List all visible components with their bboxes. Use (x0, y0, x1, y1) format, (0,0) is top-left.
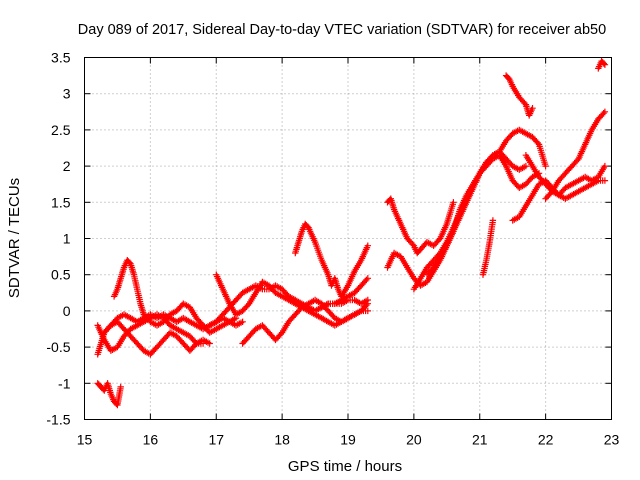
y-tick-label: 2.5 (51, 122, 71, 138)
y-tick-label: -1 (58, 375, 71, 391)
data-markers (318, 275, 371, 311)
x-tick-label: 18 (274, 432, 290, 448)
series-track-3 (94, 380, 124, 409)
series-track-8 (239, 296, 371, 347)
series-track-15 (479, 217, 497, 278)
y-tick-label: -0.5 (46, 339, 70, 355)
y-tick-label: 3.5 (51, 50, 71, 66)
x-tick-label: 17 (208, 432, 224, 448)
x-tick-label: 21 (472, 432, 488, 448)
marks-layer (94, 57, 609, 409)
y-tick-label: 0 (63, 303, 71, 319)
data-markers (502, 72, 536, 119)
series-track-19 (542, 108, 609, 202)
x-tick-label: 15 (77, 432, 93, 448)
x-tick-label: 23 (604, 432, 620, 448)
y-tick-label: 2 (63, 158, 71, 174)
data-markers (542, 108, 609, 202)
data-markers (239, 296, 371, 347)
data-markers (292, 220, 371, 300)
data-markers (423, 148, 530, 278)
tick-layer: 15 16 17 18 19 20 21 22 23 -1.5 -1 -0.5 0 0.5 1 1.5 2 2.5… (46, 50, 619, 448)
y-tick-label: 1 (63, 231, 71, 247)
y-axis-title: SDTVAR / TECUs (6, 178, 23, 298)
x-axis-title: GPS time / hours (288, 458, 402, 475)
series-track-10 (318, 275, 371, 311)
data-markers (522, 152, 609, 199)
y-tick-label: 0.5 (51, 267, 71, 283)
data-markers (94, 380, 124, 409)
series-track-16 (502, 72, 536, 119)
chart-title: Day 089 of 2017, Sidereal Day-to-day VTE… (78, 22, 606, 38)
series-track-18 (522, 152, 609, 199)
y-tick-label: 1.5 (51, 194, 71, 210)
x-tick-label: 16 (143, 432, 159, 448)
grid-layer (84, 57, 612, 420)
data-markers (479, 217, 497, 278)
series-track-11 (384, 195, 457, 257)
y-tick-label: 3 (63, 86, 71, 102)
data-markers (384, 195, 457, 257)
y-tick-label: -1.5 (46, 412, 70, 428)
data-markers (595, 57, 609, 72)
series-track-14 (423, 148, 530, 278)
series-track-20 (595, 57, 609, 72)
series-track-9 (292, 220, 371, 300)
x-tick-label: 20 (406, 432, 422, 448)
x-tick-label: 19 (340, 432, 356, 448)
x-tick-label: 22 (538, 432, 554, 448)
